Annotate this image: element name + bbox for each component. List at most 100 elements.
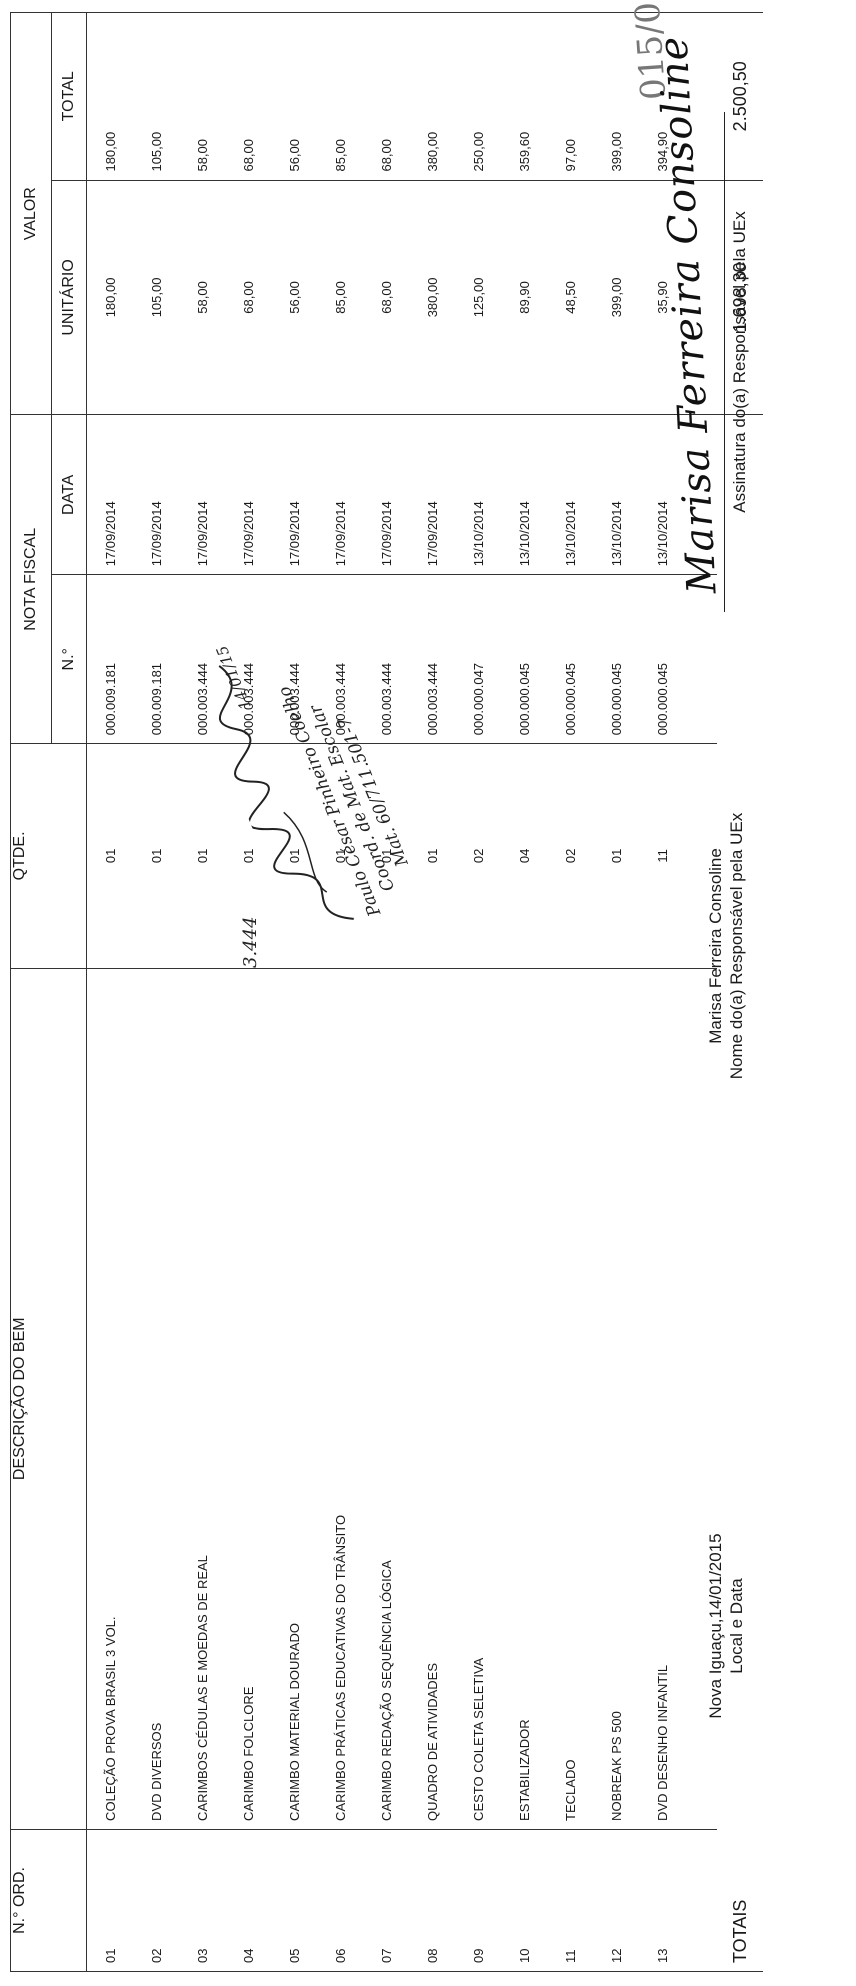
table-row: 02 DVD DIVERSOS 01 000.009.181 17/09/2014 105… — [133, 12, 179, 1972]
cell-nf-numero: 000.009.181 — [86, 574, 133, 744]
table-row: 12 NOBREAK PS 500 01 000.000.045 13/10/2014 3… — [593, 12, 639, 1972]
cell-nf-data: 13/10/2014 — [455, 414, 501, 575]
cell-nf-numero: 000.000.045 — [547, 574, 593, 744]
cell-descricao: COLEÇÃO PROVA BRASIL 3 VOL. — [86, 968, 133, 1830]
cell-unitario: 58,00 — [179, 180, 225, 415]
cell-nf-data: 17/09/2014 — [225, 414, 271, 575]
cell-ord: 13 — [639, 1829, 685, 1972]
cell-nf-numero: 000.000.047 — [455, 574, 501, 744]
cell-qtde: 01 — [133, 743, 179, 969]
table-row: 05 CARIMBO MATERIAL DOURADO 01 000.003.444 1… — [271, 12, 317, 1972]
signature-line — [724, 112, 725, 612]
local-data-value: Nova Iguaçu,14/01/2015 — [706, 1533, 725, 1719]
table-row: 10 ESTABILIZADOR 04 000.000.045 13/10/2014 89… — [501, 12, 547, 1972]
cell-ord: 08 — [409, 1829, 455, 1972]
cell-ord: 06 — [317, 1829, 363, 1972]
cell-qtde: 01 — [179, 743, 225, 969]
cell-ord: 04 — [225, 1829, 271, 1972]
cell-nf-numero: 000.003.444 — [363, 574, 409, 744]
cell-unitario: 105,00 — [133, 180, 179, 415]
cell-descricao: CARIMBO FOLCLORE — [225, 968, 271, 1830]
cell-total: 359,60 — [501, 12, 547, 181]
handwritten-invoice-note: 3.444 — [240, 916, 261, 968]
table-body: 01 COLEÇÃO PROVA BRASIL 3 VOL. 01 000.009.1… — [86, 12, 763, 1972]
cell-unitario: 48,50 — [547, 180, 593, 415]
cell-unitario: 399,00 — [593, 180, 639, 415]
cell-total: 56,00 — [271, 12, 317, 181]
cell-qtde: 01 — [409, 743, 455, 969]
cell-total: 180,00 — [86, 12, 133, 181]
header-total: TOTAL — [51, 12, 87, 181]
cell-qtde: 02 — [455, 743, 501, 969]
cell-descricao: CARIMBO PRÁTICAS EDUCATIVAS DO TRÂNSITO — [317, 968, 363, 1830]
table-row: 03 CARIMBOS CÉDULAS E MOEDAS DE REAL 01 000… — [179, 12, 225, 1972]
cell-unitario: 68,00 — [225, 180, 271, 415]
cell-descricao: TECLADO — [547, 968, 593, 1830]
cell-descricao: QUADRO DE ATIVIDADES — [409, 968, 455, 1830]
cell-total: 105,00 — [133, 12, 179, 181]
cell-nf-numero: 000.000.045 — [639, 574, 685, 744]
cell-total: 97,00 — [547, 12, 593, 181]
cell-unitario: 380,00 — [409, 180, 455, 415]
cell-qtde: 02 — [547, 743, 593, 969]
cell-qtde: 01 — [593, 743, 639, 969]
cell-ord: 07 — [363, 1829, 409, 1972]
footer-signature: Assinatura do(a) Responsável pela UEx — [729, 112, 750, 612]
cell-qtde: 11 — [639, 743, 685, 969]
cell-ord: 05 — [271, 1829, 317, 1972]
header-qtde: QTDE. — [10, 743, 87, 969]
header-nf-data: DATA — [51, 414, 87, 575]
cell-nf-data: 17/09/2014 — [179, 414, 225, 575]
cell-nf-numero: 000.000.045 — [501, 574, 547, 744]
table-row: 04 CARIMBO FOLCLORE 01 000.003.444 17/09/201… — [225, 12, 271, 1972]
cell-descricao: DVD DESENHO INFANTIL — [639, 968, 685, 1830]
local-data-label: Local e Data — [727, 1578, 746, 1674]
cell-ord: 11 — [547, 1829, 593, 1972]
cell-nf-numero: 000.000.045 — [593, 574, 639, 744]
cell-descricao: DVD DIVERSOS — [133, 968, 179, 1830]
stamp-signature-scribble — [218, 665, 354, 920]
table-row: 11 TECLADO 02 000.000.045 13/10/2014 48,50 97,… — [547, 12, 593, 1972]
cell-ord: 09 — [455, 1829, 501, 1972]
cell-total: 380,00 — [409, 12, 455, 181]
table-row: 06 CARIMBO PRÁTICAS EDUCATIVAS DO TRÂNSIT… — [317, 12, 363, 1972]
header-nota-fiscal: NOTA FISCAL — [10, 414, 52, 744]
cell-unitario: 68,00 — [363, 180, 409, 415]
cell-nf-data: 17/09/2014 — [409, 414, 455, 575]
cell-qtde: 04 — [501, 743, 547, 969]
table-row: 01 COLEÇÃO PROVA BRASIL 3 VOL. 01 000.009.1… — [86, 12, 133, 1972]
responsible-name-label: Nome do(a) Responsável pela UEx — [727, 812, 746, 1080]
cell-nf-numero: 000.009.181 — [133, 574, 179, 744]
cell-unitario: 89,90 — [501, 180, 547, 415]
footer-local-data: Nova Iguaçu,14/01/2015 Local e Data — [705, 1386, 747, 1866]
cell-nf-data: 13/10/2014 — [501, 414, 547, 575]
cell-nf-numero: 000.003.444 — [409, 574, 455, 744]
footer-responsible-name: Marisa Ferreira Consoline Nome do(a) Res… — [705, 726, 747, 1166]
cell-descricao: ESTABILIZADOR — [501, 968, 547, 1830]
cell-descricao: CARIMBO MATERIAL DOURADO — [271, 968, 317, 1830]
header-ord: N.° ORD. — [10, 1829, 87, 1972]
cell-descricao: CARIMBOS CÉDULAS E MOEDAS DE REAL — [179, 968, 225, 1830]
cell-unitario: 85,00 — [317, 180, 363, 415]
cell-total: 68,00 — [225, 12, 271, 181]
cell-ord: 10 — [501, 1829, 547, 1972]
header-nf-numero: N.° — [51, 574, 87, 744]
cell-total: 85,00 — [317, 12, 363, 181]
cell-qtde: 01 — [86, 743, 133, 969]
header-valor: VALOR — [10, 12, 52, 415]
table-row: 07 CARIMBO REDAÇÃO SEQUÊNCIA LÓGICA 01 000.… — [363, 12, 409, 1972]
cell-ord: 03 — [179, 1829, 225, 1972]
cell-nf-data: 17/09/2014 — [133, 414, 179, 575]
cell-ord: 12 — [593, 1829, 639, 1972]
table-row: 09 CESTO COLETA SELETIVA 02 000.000.047 13/1… — [455, 12, 501, 1972]
cell-descricao: CESTO COLETA SELETIVA — [455, 968, 501, 1830]
signature-label: Assinatura do(a) Responsável pela UEx — [730, 211, 749, 513]
assets-table: N.° ORD. DESCRIÇÃO DO BEM QTDE. NOTA FIS… — [10, 12, 763, 1972]
cell-nf-data: 17/09/2014 — [317, 414, 363, 575]
cell-descricao: CARIMBO REDAÇÃO SEQUÊNCIA LÓGICA — [363, 968, 409, 1830]
cell-unitario: 180,00 — [86, 180, 133, 415]
cell-ord: 02 — [133, 1829, 179, 1972]
cell-nf-data: 17/09/2014 — [271, 414, 317, 575]
cell-total: 58,00 — [179, 12, 225, 181]
